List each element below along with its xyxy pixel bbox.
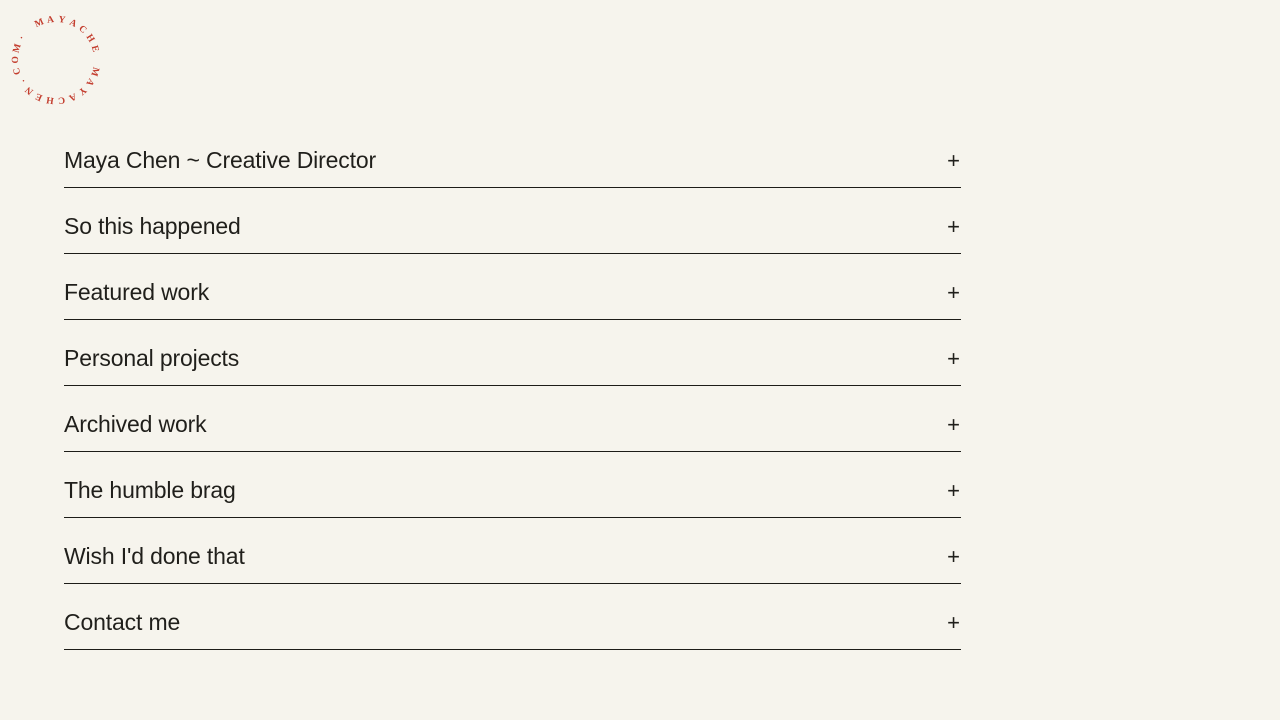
accordion-row-wish-id-done-that[interactable]: Wish I'd done that + <box>64 518 961 584</box>
accordion-row-featured-work[interactable]: Featured work + <box>64 254 961 320</box>
plus-icon[interactable]: + <box>947 411 960 437</box>
logo-letter: M <box>11 42 24 55</box>
plus-icon[interactable]: + <box>947 609 960 635</box>
accordion-label: Contact me <box>64 609 181 635</box>
plus-icon[interactable]: + <box>947 345 960 371</box>
accordion-row-about[interactable]: Maya Chen ~ Creative Director + <box>64 122 961 188</box>
accordion-row-personal-projects[interactable]: Personal projects + <box>64 320 961 386</box>
accordion-row-so-this-happened[interactable]: So this happened + <box>64 188 961 254</box>
plus-icon[interactable]: + <box>947 279 960 305</box>
plus-icon[interactable]: + <box>947 213 960 239</box>
accordion-menu: Maya Chen ~ Creative Director + So this … <box>64 122 961 650</box>
plus-icon[interactable]: + <box>947 147 960 173</box>
accordion-label: Maya Chen ~ Creative Director <box>64 147 377 173</box>
accordion-row-archived-work[interactable]: Archived work + <box>64 386 961 452</box>
accordion-label: Wish I'd done that <box>64 543 245 569</box>
accordion-row-humble-brag[interactable]: The humble brag + <box>64 452 961 518</box>
accordion-label: Personal projects <box>64 345 240 371</box>
logo-letter: C <box>57 94 66 106</box>
accordion-label: Featured work <box>64 279 210 305</box>
plus-icon[interactable]: + <box>947 543 960 569</box>
accordion-label: The humble brag <box>64 477 236 503</box>
accordion-row-contact-me[interactable]: Contact me + <box>64 584 961 650</box>
logo-letter: E <box>88 44 101 54</box>
accordion-label: Archived work <box>64 411 207 437</box>
plus-icon[interactable]: + <box>947 477 960 503</box>
accordion-label: So this happened <box>64 213 241 239</box>
